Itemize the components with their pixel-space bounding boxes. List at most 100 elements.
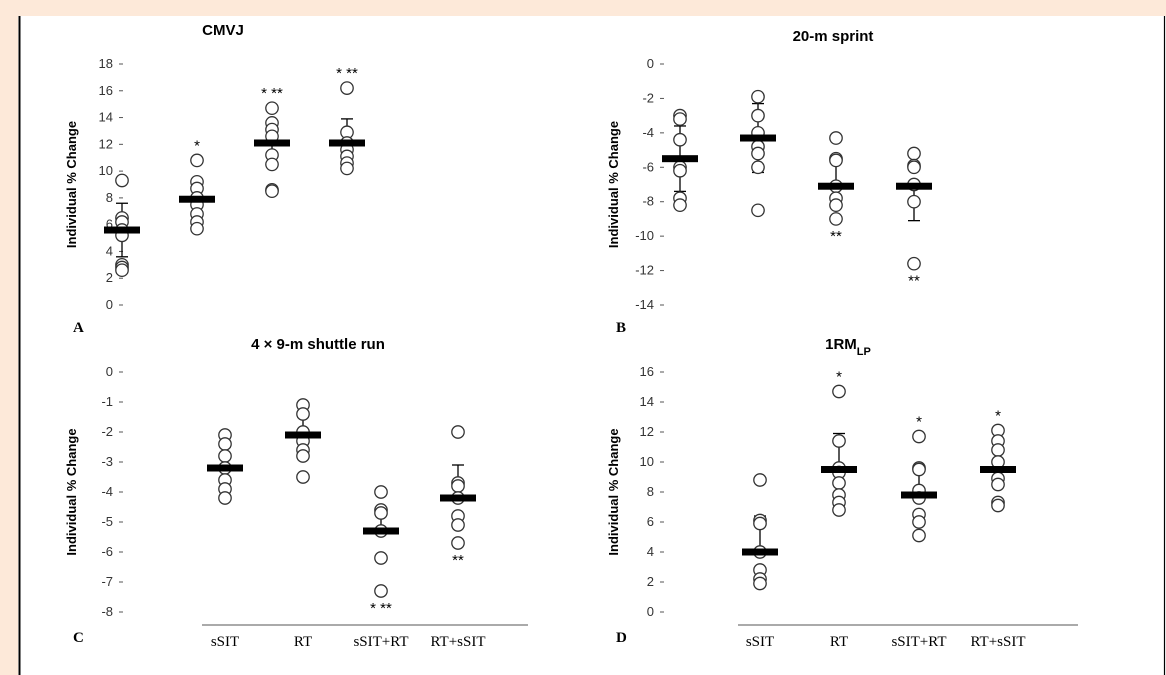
panel-a-mean-bar	[179, 195, 215, 203]
panel-a-y-tick-label: 6	[106, 217, 113, 232]
panel-d-category-label: RT	[830, 634, 848, 650]
panel-a-data-point	[340, 161, 354, 176]
panel-b-data-point	[829, 153, 843, 168]
panel-b-y-tick-label: -6	[642, 159, 654, 174]
panel-a-y-tick-label: 4	[106, 243, 113, 258]
panel-d-data-point	[753, 516, 767, 531]
panel-a-data-point	[265, 101, 279, 116]
panel-c-significance-marker: **	[452, 552, 464, 569]
panel-c-letter: C	[73, 630, 84, 646]
panel-d-data-point	[832, 476, 846, 490]
panel-c-category-label: sSIT+RT	[353, 634, 408, 650]
panel-b-significance-marker: **	[830, 228, 842, 245]
panel-a-significance-marker: * **	[261, 85, 283, 102]
panel-d-category-label: RT+sSIT	[970, 634, 1025, 650]
panel-c-y-tick-label: -7	[101, 574, 113, 589]
panel-c-data-point	[296, 407, 310, 421]
panel-a-y-tick-label: 2	[106, 270, 113, 285]
panel-a-mean-bar	[254, 139, 290, 147]
panel-c-y-tick-label: -4	[101, 484, 113, 499]
panel-b-y-tick-label: -8	[642, 194, 654, 209]
panel-b-y-tick-label: -12	[635, 263, 654, 278]
panel-c-data-point	[296, 470, 310, 484]
panel-b-significance-marker: **	[908, 273, 920, 290]
panel-d-data-point	[832, 384, 846, 399]
panel-d-significance-marker: *	[836, 369, 842, 386]
panel-d-mean-bar	[901, 491, 937, 499]
panel-a-mean-bar	[104, 226, 140, 234]
panel-a-title: CMVJ	[202, 22, 244, 39]
panel-c-y-tick-label: -1	[101, 394, 113, 409]
panel-a-data-point	[340, 81, 354, 95]
panel-c-category-label: RT	[294, 634, 312, 650]
panel-d-significance-marker: *	[995, 408, 1001, 425]
panel-c-category-label: sSIT	[211, 634, 239, 650]
panel-c-y-tick-label: -2	[101, 424, 113, 439]
panel-b-y-tick-label: -2	[642, 90, 654, 105]
panel-d-mean-bar	[821, 466, 857, 473]
panel-d-y-tick-label: 0	[647, 604, 654, 619]
panel-d-y-tick-label: 14	[640, 394, 654, 409]
panel-a-data-point	[115, 263, 129, 278]
panel-b-mean-bar	[740, 134, 776, 142]
panel-b-data-point	[829, 212, 843, 226]
panel-d-y-tick-label: 10	[640, 454, 654, 469]
panel-b-y-tick-label: -10	[635, 228, 654, 243]
panel-d-data-point	[753, 473, 767, 487]
panel-c-significance-marker: * **	[370, 600, 392, 617]
panel-d-data-point	[912, 462, 926, 477]
panel-b-mean-bar	[818, 182, 854, 190]
panel-a-mean-bar	[329, 139, 365, 147]
panel-b-y-tick-label: -4	[642, 125, 654, 140]
panel-b-y-tick-label: -14	[635, 297, 654, 312]
panel-d-data-point	[991, 443, 1005, 457]
panel-d-category-label: sSIT+RT	[891, 634, 946, 650]
panel-d-category-label: sSIT	[746, 634, 774, 650]
panel-b-y-tick-label: 0	[647, 56, 654, 71]
panel-d-title: 1RMLP	[825, 336, 871, 358]
panel-b-data-point	[673, 198, 687, 213]
figure-card: CMVJ A Individual % Change 0 2 4 6 8 10 12 14 16 18 *…	[18, 16, 1166, 675]
panel-b-data-point	[907, 146, 921, 161]
panel-c-data-point	[451, 425, 465, 439]
panel-d-data-point	[832, 434, 846, 448]
panel-d-data-point	[912, 528, 926, 543]
panel-b-data-point	[829, 131, 843, 145]
panel-c-mean-bar	[363, 527, 399, 535]
panel-a-significance-marker: * **	[336, 65, 358, 82]
panel-d-data-point	[991, 498, 1005, 513]
panel-c-y-tick-label: -8	[101, 604, 113, 619]
panel-c-y-axis-label: Individual % Change	[64, 428, 79, 555]
panel-a-data-point	[265, 157, 279, 172]
panel-a-y-tick-label: 16	[99, 83, 113, 98]
panel-c-data-point	[296, 449, 310, 463]
panel-a-y-tick-label: 14	[99, 110, 113, 125]
panel-d-significance-marker: *	[916, 414, 922, 431]
panel-d-y-tick-label: 6	[647, 514, 654, 529]
figure-canvas: CMVJ A Individual % Change 0 2 4 6 8 10 12 14 16 18 *…	[18, 16, 1166, 675]
panel-a-significance-marker: *	[194, 137, 200, 154]
panel-c-y-tick-label: -5	[101, 514, 113, 529]
panel-c-data-point	[374, 584, 388, 598]
panel-c-y-tick-label: -3	[101, 454, 113, 469]
panel-b-data-point	[673, 163, 687, 178]
panel-d-y-axis-label: Individual % Change	[606, 428, 621, 555]
panel-c-category-label: RT+sSIT	[430, 634, 485, 650]
panel-b-y-axis-label: Individual % Change	[606, 121, 621, 248]
panel-b-data-point	[829, 198, 843, 213]
panel-c-data-point	[451, 518, 465, 532]
panel-a-data-point	[190, 221, 204, 236]
panel-d-y-tick-label: 16	[640, 364, 654, 379]
panel-d-y-tick-label: 4	[647, 544, 654, 559]
panel-b-data-point	[751, 203, 765, 218]
panel-c-data-point	[218, 437, 232, 451]
panel-a-data-point	[265, 184, 279, 199]
panel-b-data-point	[907, 160, 921, 175]
panel-d-y-tick-label: 2	[647, 574, 654, 589]
panel-c-mean-bar	[285, 431, 321, 439]
panel-d-mean-bar	[980, 466, 1016, 473]
panel-c-data-point	[218, 491, 232, 505]
panel-d-data-point	[912, 429, 926, 444]
panel-b-title: 20-m sprint	[793, 28, 874, 45]
panel-c-data-point	[374, 551, 388, 565]
